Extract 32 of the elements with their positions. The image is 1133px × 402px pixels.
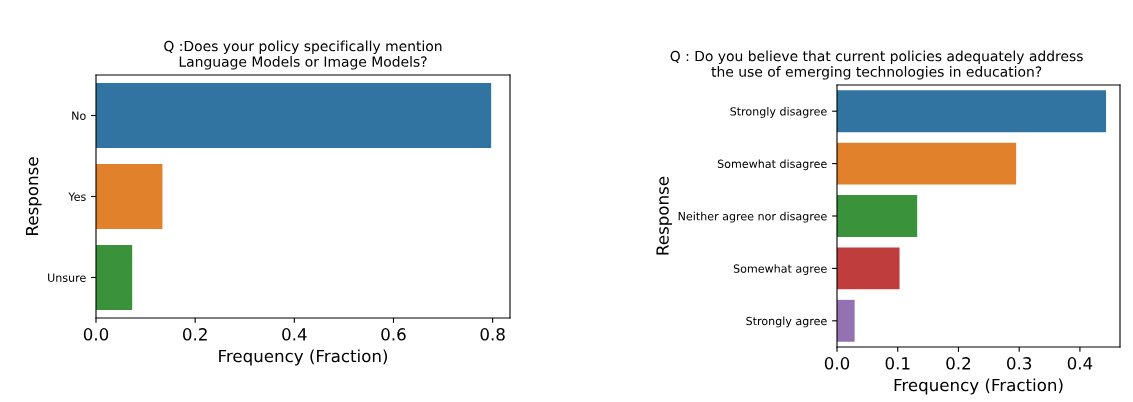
chart-title: Q : Do you believe that current policies adequately address the use of emerging technologies in education? <box>670 50 1083 80</box>
y-tick-label: Strongly disagree <box>730 106 827 118</box>
x-tick-label: 0.2 <box>183 328 207 341</box>
y-tick-label: Yes <box>68 192 86 201</box>
x-tick-label: 0.6 <box>381 328 406 341</box>
chart-title: Q :Does your policy specifically mention Language Models or Image Models? <box>164 40 442 70</box>
bar <box>837 247 900 290</box>
x-axis-title: Frequency (Fraction) <box>219 349 388 366</box>
y-tick-label: Unsure <box>48 273 86 282</box>
bar <box>837 195 918 237</box>
x-tick-label: 0.1 <box>885 357 910 370</box>
bar <box>837 90 1107 133</box>
y-axis-title: Response <box>25 157 42 235</box>
x-tick-label: 0.4 <box>282 328 307 341</box>
bar <box>96 83 492 148</box>
x-axis-title: Frequency (Fraction) <box>894 378 1063 395</box>
x-tick-label: 0.2 <box>946 357 971 370</box>
x-tick-label: 0.4 <box>1067 357 1093 370</box>
x-tick-label: 0.0 <box>824 357 850 370</box>
x-tick-label: 0.0 <box>83 328 109 341</box>
y-tick-label: Strongly agree <box>746 316 827 328</box>
y-tick-label: Neither agree nor disagree <box>678 211 827 223</box>
y-tick-label: No <box>72 111 86 120</box>
y-axis-title: Response <box>656 176 673 255</box>
bar <box>96 164 163 229</box>
bar <box>837 142 1017 185</box>
x-tick-label: 0.8 <box>480 328 505 341</box>
y-tick-label: Somewhat agree <box>733 264 827 275</box>
bar <box>96 245 133 310</box>
bar <box>837 299 855 342</box>
y-tick-label: Somewhat disagree <box>717 159 827 171</box>
x-tick-label: 0.3 <box>1007 357 1032 370</box>
